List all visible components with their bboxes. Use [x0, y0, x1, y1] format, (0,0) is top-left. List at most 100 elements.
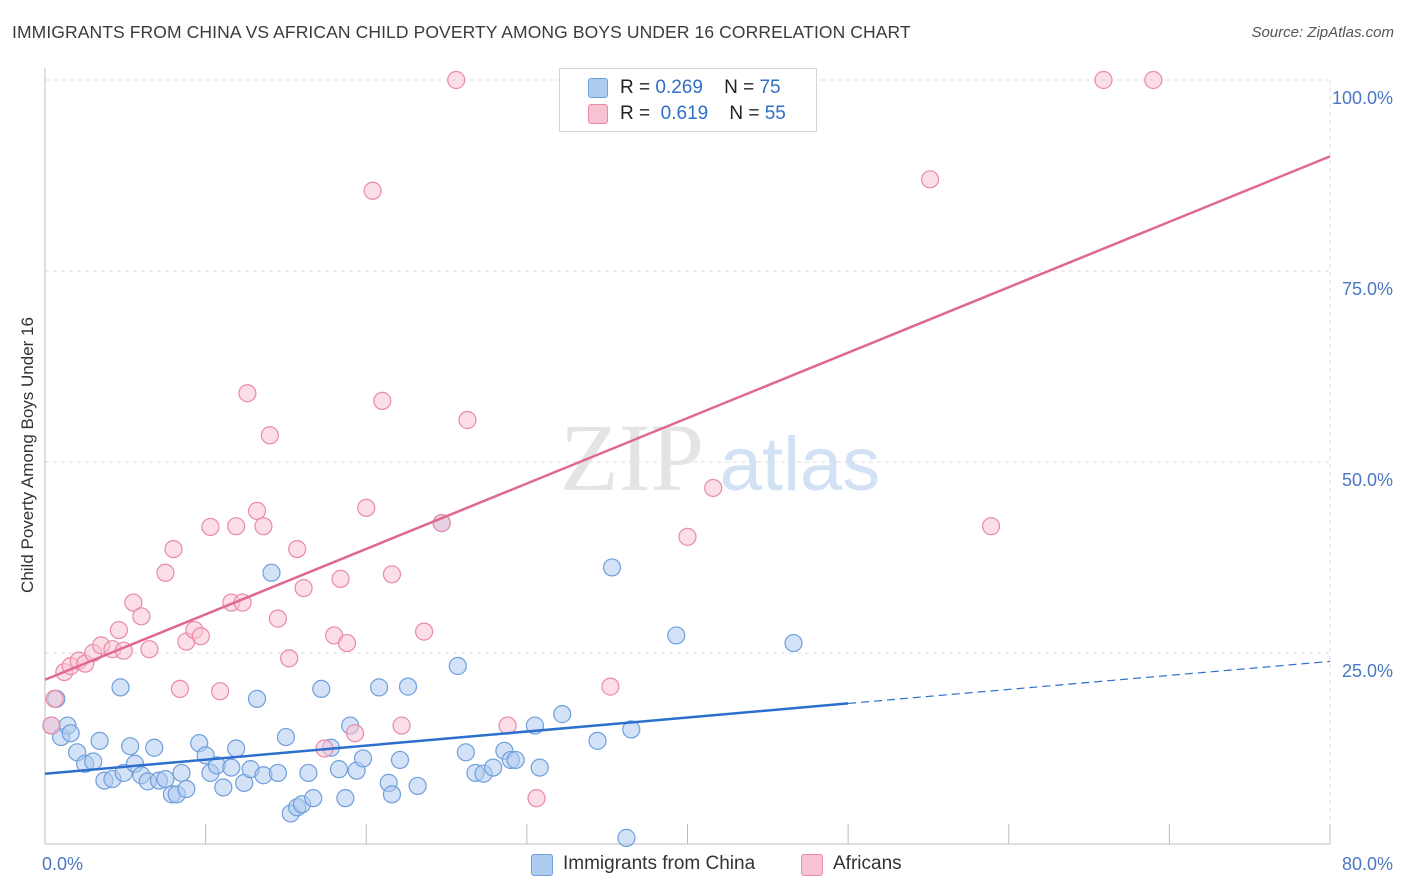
point-africa — [414, 622, 434, 641]
point-china — [336, 789, 355, 808]
source-label: Source: ZipAtlas.com — [1251, 24, 1394, 41]
y-tick-label: 75.0% — [1342, 279, 1393, 299]
point-africa — [132, 607, 151, 626]
legend-n-label: N = — [724, 77, 755, 98]
legend-r-label: R = — [620, 77, 651, 98]
point-africa — [920, 170, 940, 189]
point-china — [456, 743, 475, 762]
point-china — [448, 656, 467, 676]
point-china — [299, 763, 318, 783]
point-china — [145, 738, 164, 757]
point-africa — [260, 426, 279, 445]
point-africa — [254, 517, 273, 536]
point-africa — [601, 677, 620, 696]
point-china — [329, 760, 349, 779]
chart-title: IMMIGRANTS FROM CHINA VS AFRICAN CHILD P… — [12, 22, 911, 42]
point-africa — [447, 70, 466, 90]
point-china — [353, 749, 373, 768]
point-africa — [210, 682, 230, 701]
point-china — [84, 752, 103, 771]
point-africa — [280, 649, 299, 668]
legend-n-value: 55 — [764, 103, 786, 124]
x-tick-label: 0.0% — [42, 854, 83, 874]
tick-labels: 25.0% 50.0% 75.0% 100.0% 0.0% 80.0% — [42, 88, 1393, 874]
point-africa — [191, 627, 210, 646]
point-china — [121, 737, 140, 756]
series-china-points — [42, 514, 803, 847]
point-china — [784, 633, 803, 653]
trend-lines — [44, 155, 1331, 775]
point-africa — [458, 410, 477, 430]
legend-swatch-africa — [588, 104, 608, 124]
watermark-atlas: atlas — [720, 422, 881, 507]
point-africa — [201, 517, 220, 537]
point-africa — [363, 181, 382, 200]
legend-swatch-africa — [801, 854, 823, 876]
point-china — [390, 750, 410, 770]
point-china — [408, 776, 427, 796]
point-china — [214, 778, 233, 797]
point-china — [156, 769, 175, 789]
axes — [44, 68, 1331, 845]
point-china — [247, 689, 267, 708]
point-africa — [109, 620, 128, 640]
legend-swatch-china — [588, 78, 608, 98]
point-africa — [156, 563, 175, 582]
trend-line-china-extension — [848, 660, 1331, 705]
legend-r-value: 0.619 — [660, 103, 709, 124]
point-china — [90, 731, 109, 750]
legend-r-label: R = — [620, 103, 651, 124]
point-china — [553, 705, 572, 724]
trend-line-china — [44, 702, 849, 775]
point-africa — [140, 640, 159, 659]
y-tick-label: 25.0% — [1342, 661, 1393, 681]
point-africa — [170, 679, 190, 699]
point-china — [61, 724, 80, 743]
point-china — [268, 763, 288, 783]
point-china — [177, 779, 196, 799]
point-china — [617, 828, 636, 847]
point-china — [262, 563, 281, 582]
point-china — [602, 558, 622, 577]
point-africa — [124, 593, 143, 612]
point-china — [484, 758, 503, 777]
point-africa — [247, 501, 267, 520]
trend-line-africa — [44, 155, 1331, 681]
point-africa — [238, 384, 257, 403]
point-china — [111, 678, 130, 697]
y-tick-label: 50.0% — [1342, 470, 1393, 490]
series-africa-points — [42, 70, 1163, 808]
watermark: ZIP atlas — [560, 404, 880, 511]
point-africa — [331, 569, 350, 588]
legend-n-label: N = — [729, 103, 760, 124]
point-africa — [392, 716, 411, 735]
legend-n-value: 75 — [759, 77, 781, 98]
point-africa — [382, 565, 402, 584]
point-africa — [357, 498, 376, 517]
point-china — [304, 789, 323, 808]
point-china — [622, 720, 641, 739]
point-africa — [294, 578, 313, 598]
point-china — [398, 677, 418, 696]
legend-label-africa: Africans — [833, 853, 902, 874]
x-tick-label: 80.0% — [1342, 854, 1393, 874]
legend-series: Immigrants from China Africans — [0, 853, 1406, 877]
y-tick-label: 100.0% — [1332, 88, 1393, 108]
y-axis-title: Child Poverty Among Boys Under 16 — [18, 317, 37, 593]
point-china — [172, 763, 191, 783]
legend-swatch-china — [531, 854, 553, 876]
point-china — [588, 731, 607, 750]
point-china — [222, 758, 241, 777]
point-africa — [345, 724, 365, 743]
point-africa — [337, 633, 357, 653]
point-china — [276, 727, 296, 747]
point-africa — [288, 539, 307, 559]
point-africa — [1144, 70, 1163, 90]
legend-r-value: 0.269 — [655, 77, 703, 98]
legend-label-china: Immigrants from China — [563, 853, 756, 874]
point-china — [382, 785, 402, 804]
point-africa — [527, 789, 546, 808]
point-china — [312, 679, 331, 699]
point-africa — [1094, 70, 1113, 90]
